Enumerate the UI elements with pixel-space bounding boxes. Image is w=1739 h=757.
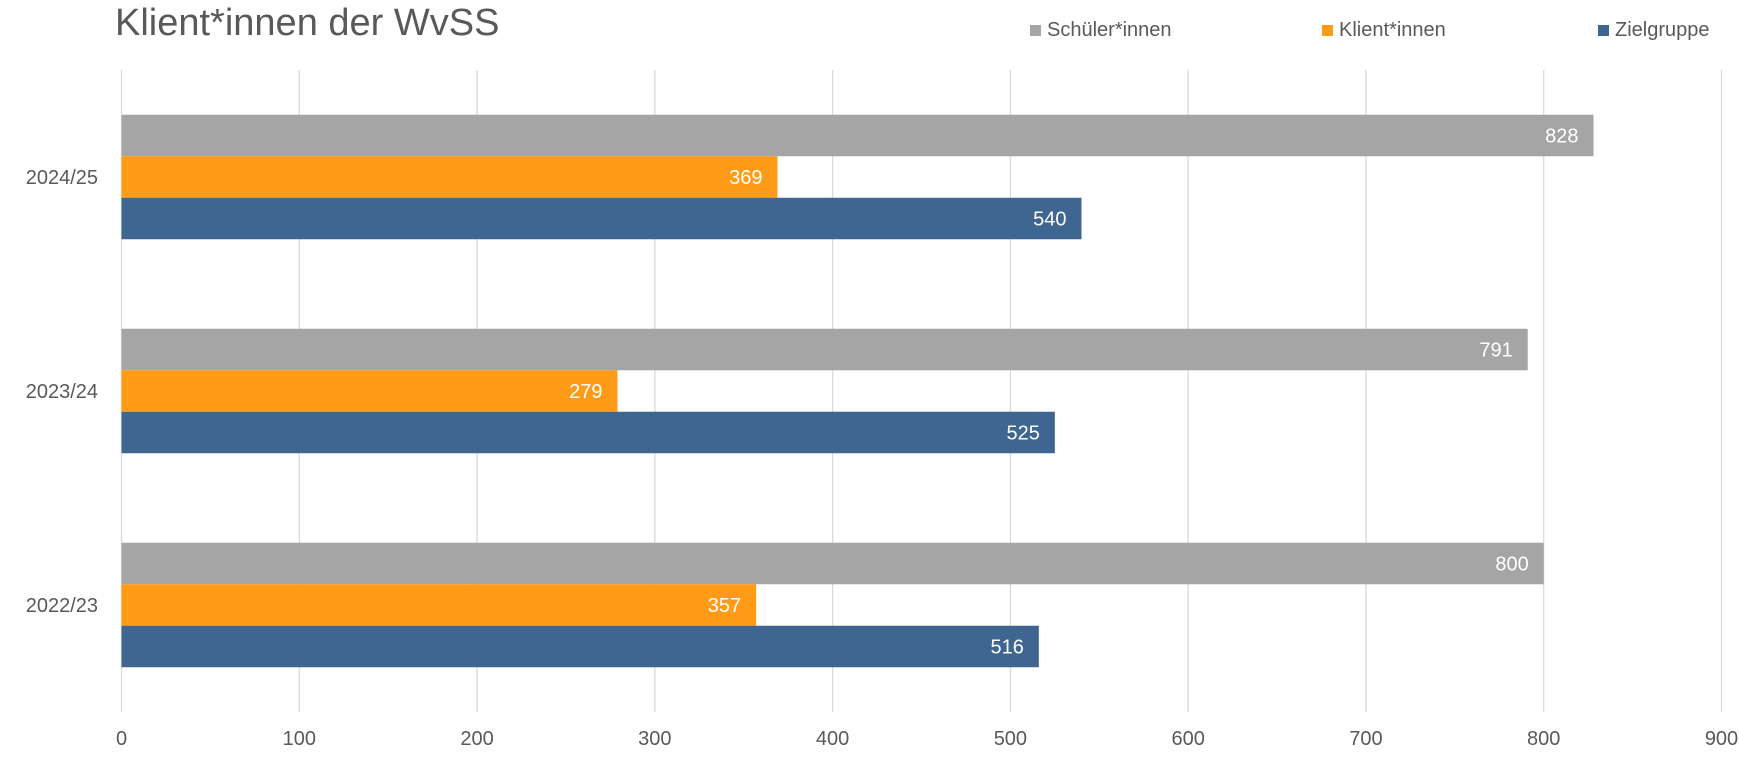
category-label: 2024/25	[26, 167, 98, 189]
x-tick-label: 100	[283, 728, 316, 750]
legend-item-schueler: Schüler*innen	[1030, 18, 1172, 42]
legend-item-zielgruppe: Zielgruppe	[1598, 18, 1710, 42]
bar-sch-ler-innen	[121, 328, 1528, 371]
bar-sch-ler-innen	[121, 114, 1594, 157]
legend-swatch-schueler	[1030, 24, 1041, 36]
category-label: 2022/23	[26, 595, 98, 617]
x-tick-label: 0	[116, 728, 127, 750]
x-tick-label: 500	[994, 728, 1027, 750]
bar-zielgruppe	[121, 197, 1082, 240]
legend-item-klient: Klient*innen	[1322, 18, 1446, 42]
legend-label-klient: Klient*innen	[1339, 18, 1446, 41]
legend: Schüler*innen Klient*innen Zielgruppe	[0, 18, 1739, 44]
data-label: 516	[990, 637, 1023, 659]
legend-label-zielgruppe: Zielgruppe	[1615, 18, 1710, 41]
x-tick-label: 400	[816, 728, 849, 750]
data-label: 828	[1545, 126, 1578, 148]
data-label: 525	[1006, 423, 1039, 445]
x-tick-label: 800	[1527, 728, 1560, 750]
data-label: 369	[729, 167, 762, 189]
data-label: 791	[1479, 340, 1512, 362]
legend-label-schueler: Schüler*innen	[1047, 18, 1172, 41]
legend-swatch-zielgruppe	[1598, 24, 1609, 36]
bar-klient-innen	[121, 370, 618, 412]
x-tick-label: 900	[1705, 728, 1738, 750]
data-label: 357	[708, 595, 741, 617]
x-tick-label: 200	[460, 728, 493, 750]
data-label: 279	[569, 381, 602, 403]
data-label: 540	[1033, 209, 1066, 231]
x-tick-label: 700	[1349, 728, 1382, 750]
x-tick-label: 600	[1171, 728, 1204, 750]
x-tick-label: 300	[638, 728, 671, 750]
chart-title: Klient*innen der WvSS	[115, 2, 500, 44]
bar-klient-innen	[121, 156, 778, 198]
data-label: 800	[1495, 554, 1528, 576]
bar-zielgruppe	[121, 625, 1039, 668]
legend-swatch-klient	[1322, 24, 1333, 36]
bar-sch-ler-innen	[121, 542, 1544, 585]
bar-klient-innen	[121, 584, 757, 626]
category-label: 2023/24	[26, 381, 98, 403]
bar-zielgruppe	[121, 411, 1055, 454]
